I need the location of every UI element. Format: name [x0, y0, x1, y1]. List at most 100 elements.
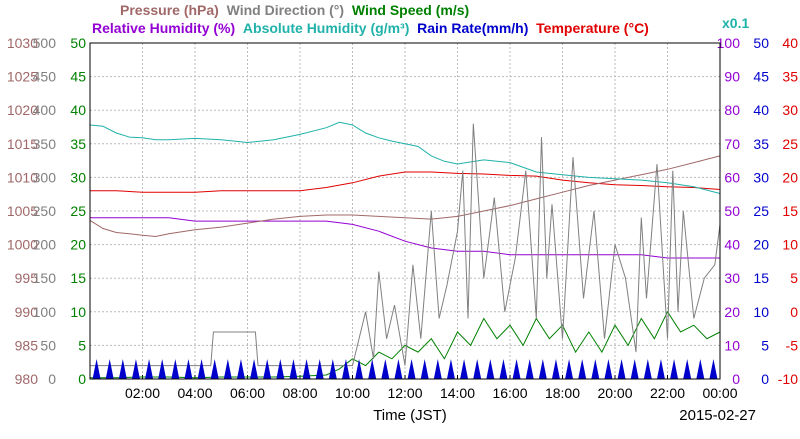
y-tick-label-relative_humidity: 80	[724, 102, 740, 118]
x-tick-label: 16:00	[492, 385, 527, 401]
y-tick-label-temperature: 10	[782, 237, 798, 253]
legend-entry: Rain Rate(mm/h)	[409, 20, 528, 36]
rain-marker	[250, 359, 259, 379]
legend-line-1: Pressure (hPa) Wind Direction (°) Wind S…	[120, 2, 469, 18]
y-tick-label-temperature: 40	[782, 35, 798, 51]
legend-entry: Relative Humidity (%)	[92, 20, 235, 36]
y-tick-label-wind_speed: 45	[70, 69, 86, 85]
series-line	[90, 123, 721, 367]
y-tick-label-absolute_humidity: 40	[753, 102, 769, 118]
rain-marker	[263, 359, 272, 379]
date-label: 2015-02-27	[679, 407, 756, 424]
x-tick-label: 20:00	[597, 385, 632, 401]
y-tick-label-wind_speed: 35	[70, 136, 86, 152]
rain-marker	[210, 359, 219, 379]
y-tick-label-temperature: 5	[790, 270, 798, 286]
x-tick-label: 18:00	[545, 385, 580, 401]
y-tick-label-wind_direction: 300	[33, 169, 57, 185]
rain-marker	[696, 359, 705, 379]
series-line	[89, 155, 721, 238]
rain-marker	[420, 359, 429, 379]
legend-line-2: Relative Humidity (%) Absolute Humidity …	[92, 20, 649, 36]
rain-marker	[223, 359, 232, 379]
rain-marker	[683, 359, 692, 379]
rain-marker	[512, 359, 521, 379]
x-tick-label: 10:00	[335, 385, 370, 401]
rain-marker	[643, 359, 652, 379]
y-tick-label-pressure: 1010	[7, 169, 38, 185]
rain-marker	[341, 359, 350, 379]
rain-marker	[407, 359, 416, 379]
rain-marker	[381, 359, 390, 379]
y-tick-label-absolute_humidity: 50	[753, 35, 769, 51]
rain-marker	[131, 359, 140, 379]
y-tick-label-temperature: 0	[790, 304, 798, 320]
y-tick-label-relative_humidity: 90	[724, 69, 740, 85]
y-tick-label-temperature: -5	[786, 337, 799, 353]
x-tick-label: 00:00	[702, 385, 737, 401]
y-tick-label-wind_speed: 30	[70, 169, 86, 185]
plot-frame	[89, 42, 721, 380]
y-tick-label-wind_speed: 10	[70, 304, 86, 320]
y-tick-label-temperature: 15	[782, 203, 798, 219]
rain-marker	[433, 359, 442, 379]
rain-marker	[551, 359, 560, 379]
y-tick-label-absolute_humidity: 45	[753, 69, 769, 85]
y-tick-label-relative_humidity: 0	[732, 371, 740, 387]
y-tick-label-wind_direction: 0	[48, 371, 56, 387]
rain-marker	[302, 359, 311, 379]
rain-marker	[197, 359, 206, 379]
rain-marker	[145, 359, 154, 379]
legend-entry: Wind Speed (m/s)	[344, 2, 469, 18]
legend-entry: Wind Direction (°)	[219, 2, 344, 18]
rain-marker	[315, 359, 324, 379]
rain-marker	[355, 359, 364, 379]
series-line	[90, 217, 720, 259]
x-tick-label: 12:00	[387, 385, 422, 401]
rain-marker	[670, 359, 679, 379]
x-tick-label: 22:00	[650, 385, 685, 401]
y-tick-label-wind_direction: 250	[33, 203, 57, 219]
y-tick-label-pressure: 995	[15, 270, 39, 286]
rain-marker	[578, 359, 587, 379]
y-tick-label-relative_humidity: 60	[724, 169, 740, 185]
y-tick-label-temperature: 30	[782, 102, 798, 118]
y-tick-label-pressure: 1030	[7, 35, 38, 51]
x-tick-label: 08:00	[282, 385, 317, 401]
y-tick-label-wind_direction: 100	[33, 304, 57, 320]
y-tick-label-temperature: 20	[782, 169, 798, 185]
series-line	[90, 310, 721, 379]
rain-marker	[617, 359, 626, 379]
rain-marker	[158, 359, 167, 379]
y-tick-label-absolute_humidity: 10	[753, 304, 769, 320]
y-tick-label-temperature: 35	[782, 69, 798, 85]
y-tick-label-absolute_humidity: 35	[753, 136, 769, 152]
y-tick-label-wind_direction: 50	[40, 337, 56, 353]
legend-text: Pressure (hPa) Wind Direction (°) Wind S…	[120, 2, 469, 18]
series-line	[89, 121, 721, 194]
series-layer	[89, 121, 721, 379]
rain-marker	[236, 359, 245, 379]
y-tick-label-pressure: 1005	[7, 203, 38, 219]
y-tick-label-pressure: 1020	[7, 102, 38, 118]
x-tick-label: 14:00	[440, 385, 475, 401]
y-tick-label-pressure: 1000	[7, 237, 38, 253]
y-tick-label-wind_speed: 25	[70, 203, 86, 219]
y-tick-label-wind_direction: 200	[33, 237, 57, 253]
y-tick-label-pressure: 985	[15, 337, 39, 353]
y-tick-label-wind_direction: 400	[33, 102, 57, 118]
y-tick-label-absolute_humidity: 30	[753, 169, 769, 185]
y-tick-label-relative_humidity: 40	[724, 237, 740, 253]
legend-entry: Absolute Humidity (g/m³)	[235, 20, 409, 36]
y-tick-label-absolute_humidity: 5	[761, 337, 769, 353]
y-tick-label-wind_speed: 50	[70, 35, 86, 51]
y-tick-label-wind_direction: 500	[33, 35, 57, 51]
rain-marker	[171, 359, 180, 379]
legend-entry: Temperature (°C)	[528, 20, 648, 36]
rain-marker	[486, 359, 495, 379]
legend-text: Relative Humidity (%) Absolute Humidity …	[92, 20, 649, 36]
y-tick-label-relative_humidity: 50	[724, 203, 740, 219]
y-tick-label-relative_humidity: 20	[724, 304, 740, 320]
y-tick-label-relative_humidity: 70	[724, 136, 740, 152]
